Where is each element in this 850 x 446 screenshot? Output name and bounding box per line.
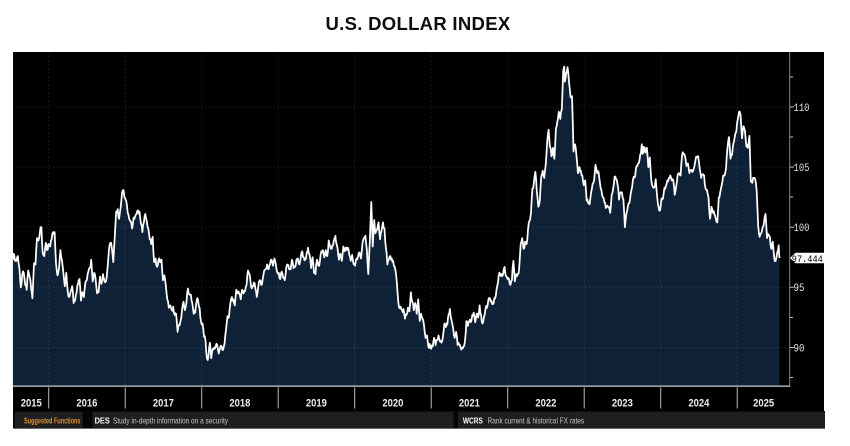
svg-text:Rank current & historical FX r: Rank current & historical FX rates bbox=[488, 416, 585, 426]
svg-text:Study in-depth information on: Study in-depth information on a security bbox=[113, 416, 228, 426]
svg-text:Suggested Functions: Suggested Functions bbox=[24, 417, 81, 425]
svg-text:DES: DES bbox=[95, 416, 110, 425]
svg-text:2017: 2017 bbox=[153, 398, 174, 410]
svg-text:2019: 2019 bbox=[306, 398, 327, 410]
svg-text:2025: 2025 bbox=[753, 398, 774, 410]
svg-text:2021: 2021 bbox=[459, 398, 480, 410]
svg-text:2023: 2023 bbox=[612, 398, 633, 410]
svg-text:2020: 2020 bbox=[382, 398, 403, 410]
svg-text:100: 100 bbox=[794, 223, 810, 235]
svg-text:WCRS: WCRS bbox=[463, 416, 483, 426]
svg-text:90: 90 bbox=[794, 344, 805, 356]
svg-text:2024: 2024 bbox=[688, 398, 709, 410]
svg-text:105: 105 bbox=[794, 163, 810, 175]
svg-text:2016: 2016 bbox=[76, 398, 97, 410]
svg-text:2015: 2015 bbox=[21, 398, 42, 410]
svg-text:2022: 2022 bbox=[535, 398, 556, 410]
svg-text:2018: 2018 bbox=[229, 398, 250, 410]
svg-text:110: 110 bbox=[794, 103, 810, 115]
svg-text:95: 95 bbox=[794, 284, 805, 296]
svg-text:97.444: 97.444 bbox=[792, 253, 823, 265]
